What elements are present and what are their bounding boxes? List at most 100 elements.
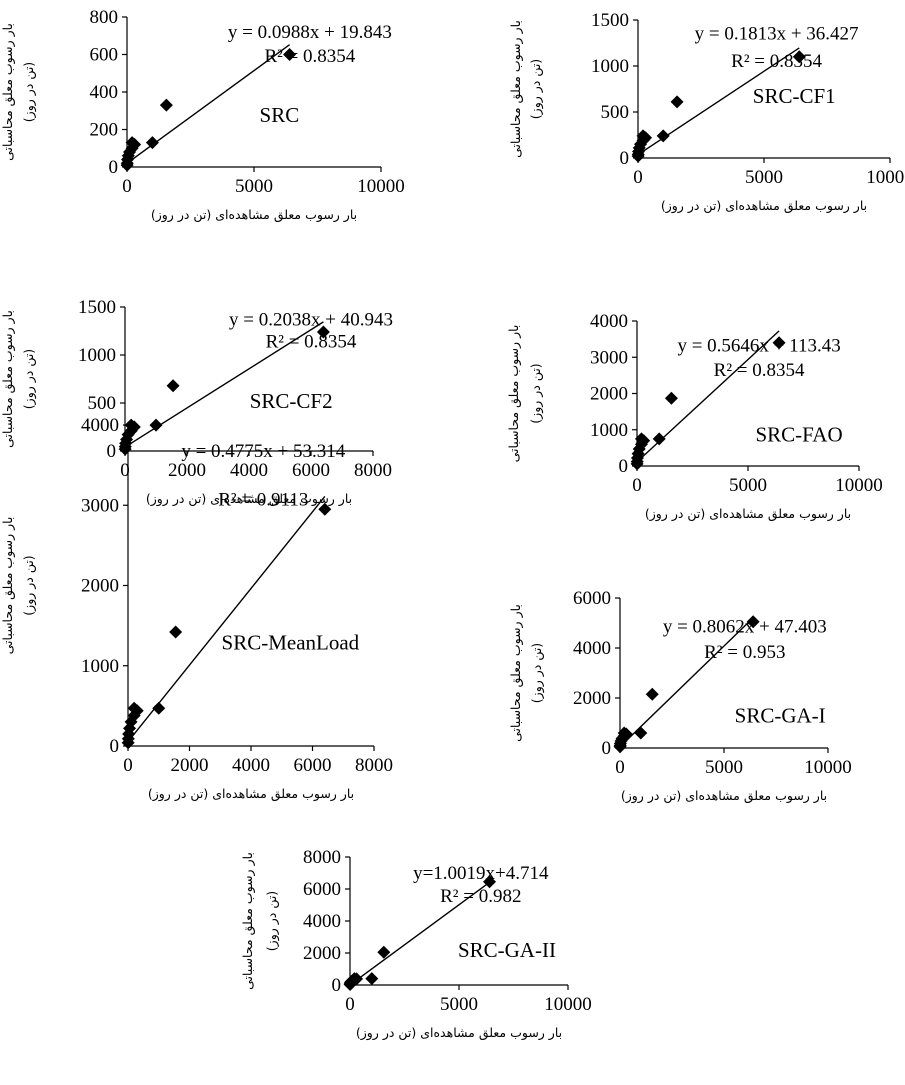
x-tick-label: 0 [632,475,642,496]
y-tick-label: 1500 [78,297,116,318]
panel-src: 0 200 400 600 800 0 5000 10000 y = 0.0988x + 19.… [0,7,405,223]
y-axis-label: بار رسوب معلق محاسباتی [0,23,16,161]
x-tick-label: 8000 [354,460,392,481]
y-tick-label: 4000 [573,638,611,659]
trendline [619,617,754,748]
data-point [145,136,159,150]
r-squared: R² = 0.8354 [731,51,822,72]
x-axis-label: بار رسوب معلق مشاهده‌ای (تن در روز) [148,786,354,802]
panel-src-meanload: 0 1000 2000 3000 4000 0 2000 4000 6000 8000 y = 0.… [0,415,393,802]
data-point [125,136,139,150]
x-tick-label: 2000 [168,460,206,481]
y-axis-label: بار رسوب معلق محاسباتی [0,517,16,655]
trend-equation: y = 0.0988x + 19.843 [228,22,392,43]
y-tick-label: 1000 [78,345,116,366]
y-axis-unit-label: (تن در روز) [264,891,280,951]
data-point [166,379,180,393]
x-tick-label: 6000 [294,755,332,776]
x-tick-label: 8000 [355,755,393,776]
trend-equation: y = 0.2038x + 40.943 [229,310,393,331]
y-tick-label: 500 [88,393,117,414]
x-tick-label: 4000 [232,755,270,776]
y-tick-label: 1000 [591,56,629,77]
y-tick-label: 600 [90,45,119,66]
x-tick-label: 10000 [866,167,905,188]
y-axis-unit-label: (تن در روز) [21,349,37,409]
x-tick-label: 5000 [705,757,743,778]
x-tick-label: 10000 [357,176,405,197]
data-point [664,391,678,405]
x-tick-label: 5000 [729,475,767,496]
data-point [670,95,684,109]
panel-src-ga-i: 0 2000 4000 6000 0 5000 10000 y = 0.8062x + 47.… [508,588,852,804]
x-tick-label: 0 [345,994,355,1015]
x-tick-label: 5000 [235,176,273,197]
y-tick-label: 1000 [590,420,628,441]
y-tick-label: 3000 [590,347,628,368]
y-tick-label: 1000 [81,656,119,677]
y-tick-label: 2000 [590,384,628,405]
data-point [636,129,650,143]
x-tick-label: 5000 [745,167,783,188]
data-point [152,701,166,715]
data-point [613,740,627,754]
x-axis-label: بار رسوب معلق مشاهده‌ای (تن در روز) [621,788,827,804]
r-squared: R² = 0.8354 [266,331,357,352]
trend-equation: y = 0.4775x + 53.314 [181,441,345,462]
model-name: SRC-GA-I [735,704,826,728]
y-axis-label: بار رسوب معلق محاسباتی [0,310,16,448]
y-tick-label: 6000 [303,879,341,900]
panel-src-ga-ii: 0 2000 4000 6000 8000 0 5000 10000 y=1.0019x+4.7… [240,847,592,1041]
trend-equation: y = 0.1813x + 36.427 [695,23,859,44]
y-tick-label: 3000 [81,495,119,516]
y-tick-label: 0 [109,157,119,178]
x-tick-label: 10000 [804,757,852,778]
y-tick-label: 6000 [573,588,611,609]
model-name: SRC [260,103,300,127]
y-tick-label: 0 [107,441,117,462]
data-point [120,158,134,172]
x-tick-label: 0 [122,176,132,197]
panel-src-cf2: 0 500 1000 1500 0 2000 4000 6000 8000 y = 0.2038x… [0,297,393,507]
trendline [127,496,326,743]
data-point [149,418,163,432]
y-tick-label: 0 [602,738,612,759]
x-axis-label: بار رسوب معلق مشاهده‌ای (تن در روز) [661,198,867,214]
data-point [123,721,137,735]
y-tick-label: 800 [90,7,119,28]
x-axis-label: بار رسوب معلق مشاهده‌ای (تن در روز) [356,1025,562,1041]
y-axis-label: بار رسوب معلق محاسباتی [508,604,524,742]
x-tick-label: 6000 [292,460,330,481]
y-axis-label: بار رسوب معلق محاسباتی [508,20,524,158]
x-axis-label: بار رسوب معلق مشاهده‌ای (تن در روز) [645,506,851,522]
data-point [652,432,666,446]
data-point [634,432,648,446]
model-name: SRC-MeanLoad [222,631,360,655]
r-squared: R² = 0.8354 [264,46,355,67]
x-tick-label: 0 [633,167,643,188]
data-point [365,972,379,986]
y-tick-label: 200 [90,120,119,141]
x-tick-label: 4000 [230,460,268,481]
x-tick-label: 2000 [171,755,209,776]
data-point [645,687,659,701]
trend-equation: y=1.0019x+4.714 [413,863,549,884]
data-point [746,615,760,629]
data-point [316,325,330,339]
x-tick-label: 0 [615,757,625,778]
y-tick-label: 400 [90,82,119,103]
y-tick-label: 4000 [81,415,119,436]
model-name: SRC-GA-II [458,938,556,962]
model-name: SRC-FAO [755,422,842,446]
trend-equation: y = 0.5646x + 113.43 [677,335,840,356]
y-axis-unit-label: (تن در روز) [21,555,37,615]
data-point [617,726,631,740]
data-point [127,701,141,715]
y-tick-label: 2000 [303,943,341,964]
y-axis-unit-label: (تن در روز) [529,643,545,703]
r-squared: R² = 0.8354 [714,360,805,381]
model-name: SRC-CF1 [753,84,836,108]
data-point [347,972,361,986]
y-tick-label: 2000 [573,688,611,709]
